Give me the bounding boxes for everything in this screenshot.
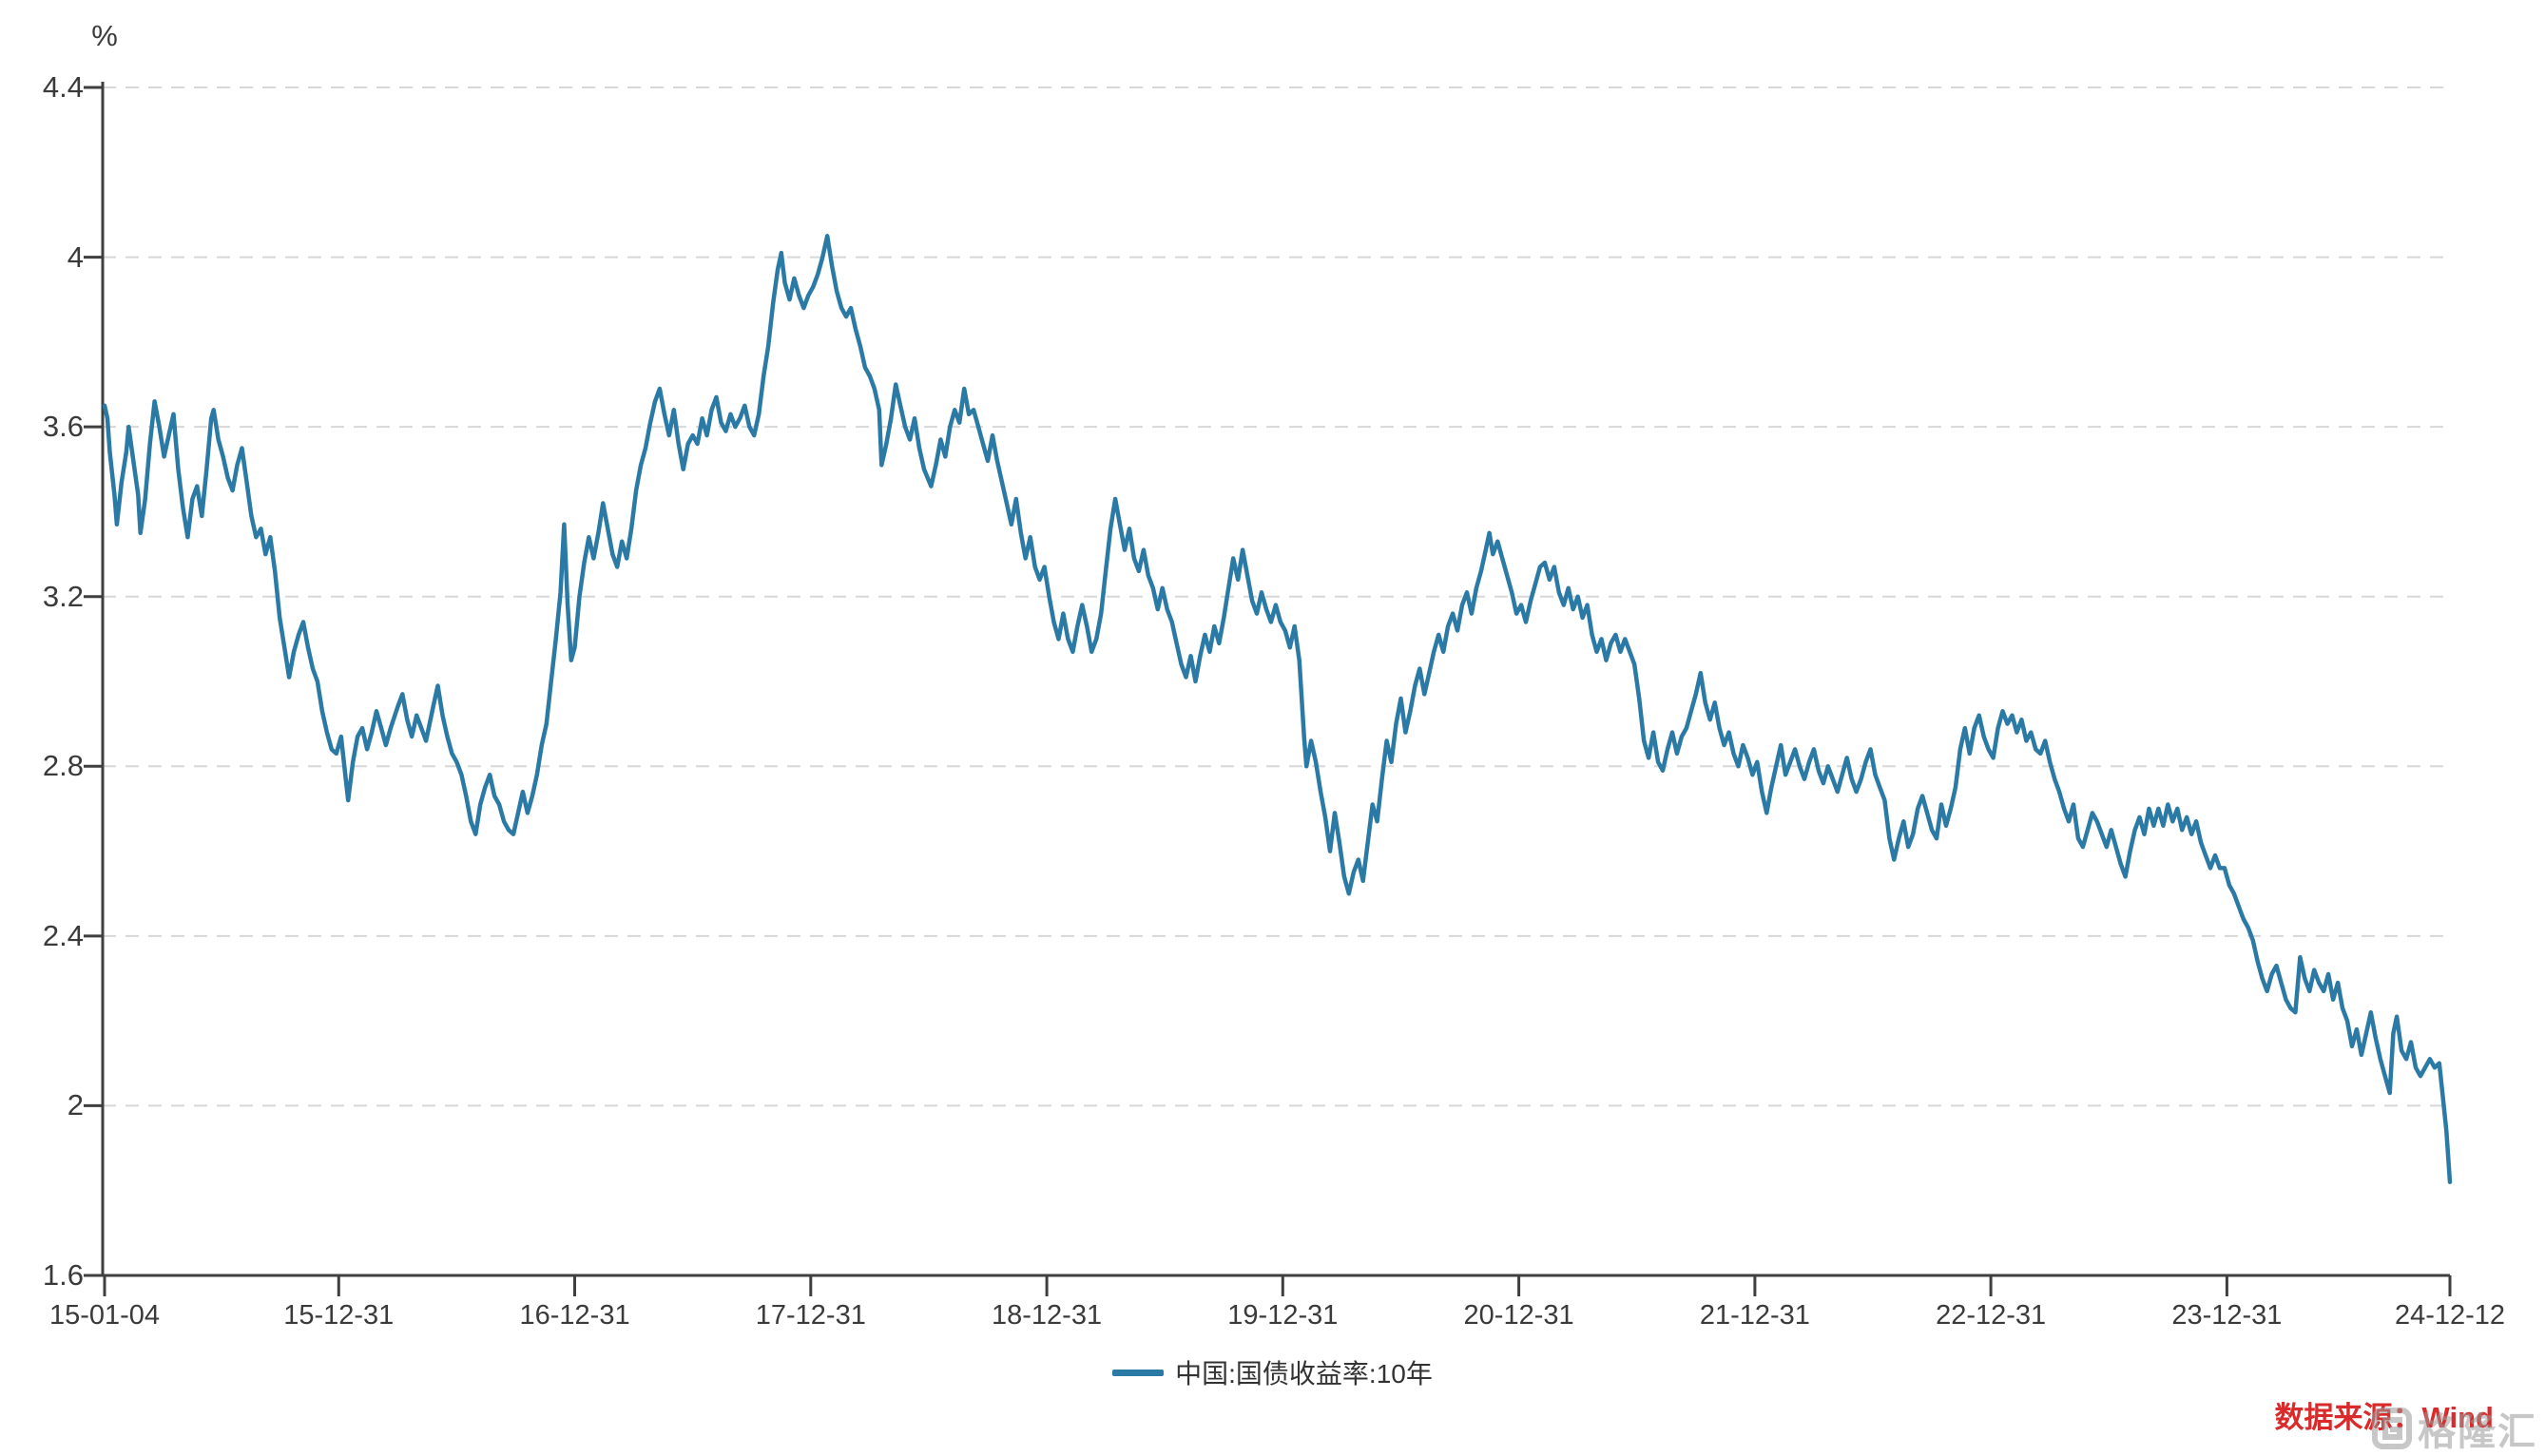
y-axis-unit-label: %: [91, 19, 118, 52]
y-axis-tick-label: 2.8: [42, 749, 84, 783]
gelonghui-watermark: 格隆汇: [2371, 1401, 2537, 1456]
watermark-logo-icon: [2372, 1408, 2412, 1449]
y-axis-tick-label: 2: [67, 1088, 84, 1122]
legend-series-label: 中国:国债收益率:10年: [1175, 1359, 1433, 1389]
x-axis-tick-label: 15-01-04: [48, 1300, 161, 1331]
x-axis-tick-label: 18-12-31: [992, 1300, 1103, 1331]
y-axis-tick-label: 3.6: [42, 410, 84, 444]
legend: 中国:国债收益率:10年: [0, 1353, 2545, 1391]
x-axis-tick-label: 20-12-31: [1463, 1300, 1574, 1331]
watermark-text: 格隆汇: [2418, 1411, 2537, 1453]
yield-line: [102, 234, 2453, 1185]
y-axis-tick-label: 4: [67, 239, 84, 274]
x-axis-tick-label: 19-12-31: [1227, 1300, 1339, 1331]
legend-line-swatch: [1112, 1369, 1165, 1376]
x-axis-tick-label: 15-12-31: [283, 1300, 395, 1331]
x-axis-tick-label: 23-12-31: [2171, 1300, 2283, 1331]
x-axis-tick-label: 17-12-31: [755, 1300, 866, 1331]
y-axis-tick-label: 1.6: [42, 1258, 84, 1292]
y-axis-tick-label: 2.4: [42, 918, 84, 952]
x-axis-tick-label: 24-12-12: [2394, 1300, 2506, 1331]
axis-lines: [101, 82, 2450, 1277]
x-axis-tick-label: 21-12-31: [1699, 1300, 1810, 1331]
x-axis-tick-label: 16-12-31: [519, 1300, 630, 1331]
y-axis-tick-label: 4.4: [42, 70, 84, 104]
x-axis-tick-label: 22-12-31: [1936, 1300, 2047, 1331]
y-axis-tick-label: 3.2: [42, 579, 84, 613]
